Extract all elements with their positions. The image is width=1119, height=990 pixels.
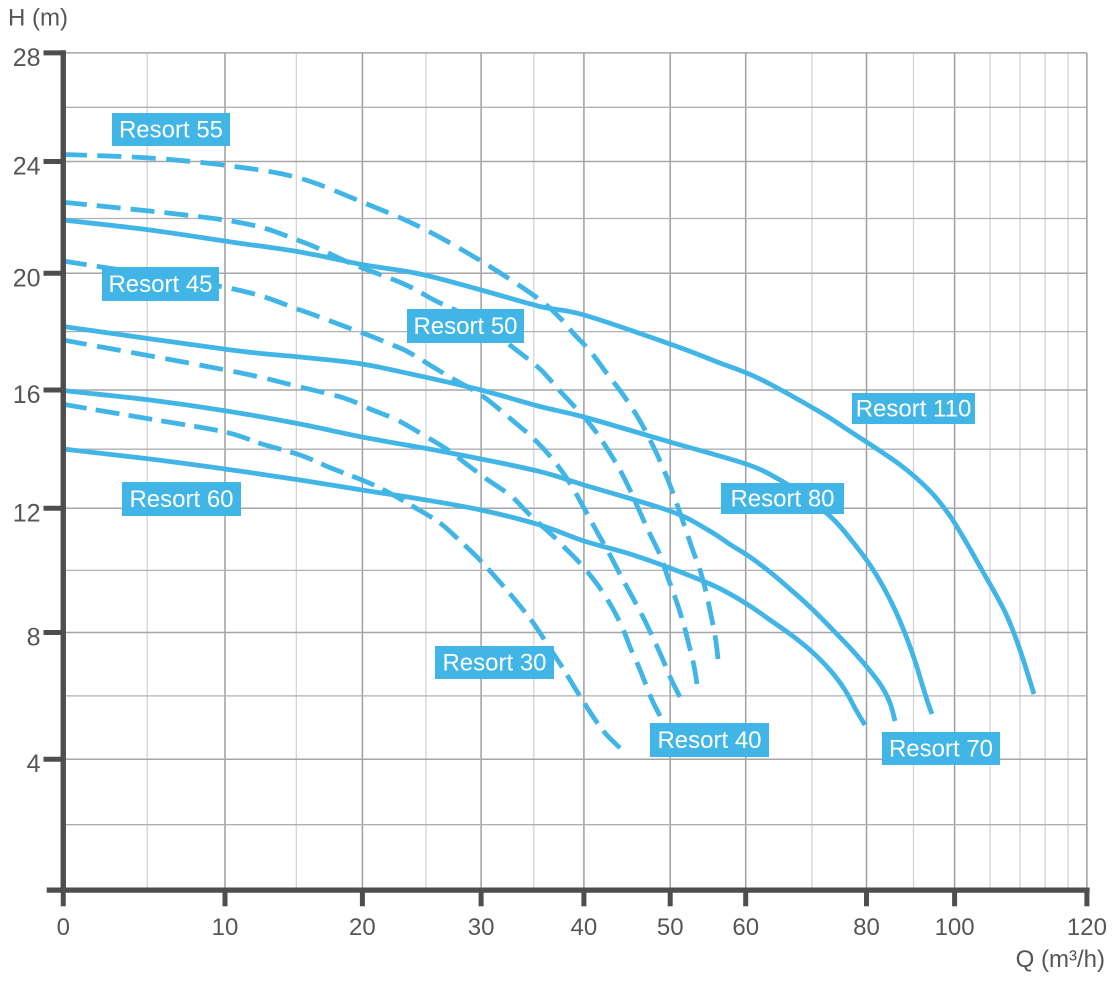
svg-text:Resort 80: Resort 80 [730,486,834,513]
svg-text:Resort 30: Resort 30 [442,650,546,677]
svg-text:Resort 45: Resort 45 [108,271,212,298]
svg-text:60: 60 [732,914,759,941]
svg-text:Resort 50: Resort 50 [413,313,517,340]
svg-text:4: 4 [27,750,41,778]
svg-text:24: 24 [13,153,41,181]
svg-text:80: 80 [853,914,880,941]
svg-text:16: 16 [13,381,41,409]
svg-text:H (m): H (m) [8,5,68,32]
svg-text:10: 10 [212,914,239,941]
svg-text:28: 28 [13,44,41,72]
svg-text:Q (m³/h): Q (m³/h) [1016,946,1105,973]
svg-text:20: 20 [13,264,41,292]
svg-text:100: 100 [935,914,975,941]
svg-text:30: 30 [468,914,495,941]
svg-text:12: 12 [13,499,41,527]
svg-text:20: 20 [349,914,376,941]
svg-text:40: 40 [571,914,598,941]
svg-text:50: 50 [657,914,684,941]
svg-text:120: 120 [1067,914,1107,941]
svg-text:Resort 55: Resort 55 [119,117,223,144]
svg-text:8: 8 [27,624,41,652]
svg-text:Resort 60: Resort 60 [129,486,233,513]
svg-text:Resort 110: Resort 110 [856,396,972,423]
svg-text:Resort 70: Resort 70 [889,736,993,763]
svg-text:Resort 40: Resort 40 [657,727,761,754]
svg-text:0: 0 [57,914,70,941]
